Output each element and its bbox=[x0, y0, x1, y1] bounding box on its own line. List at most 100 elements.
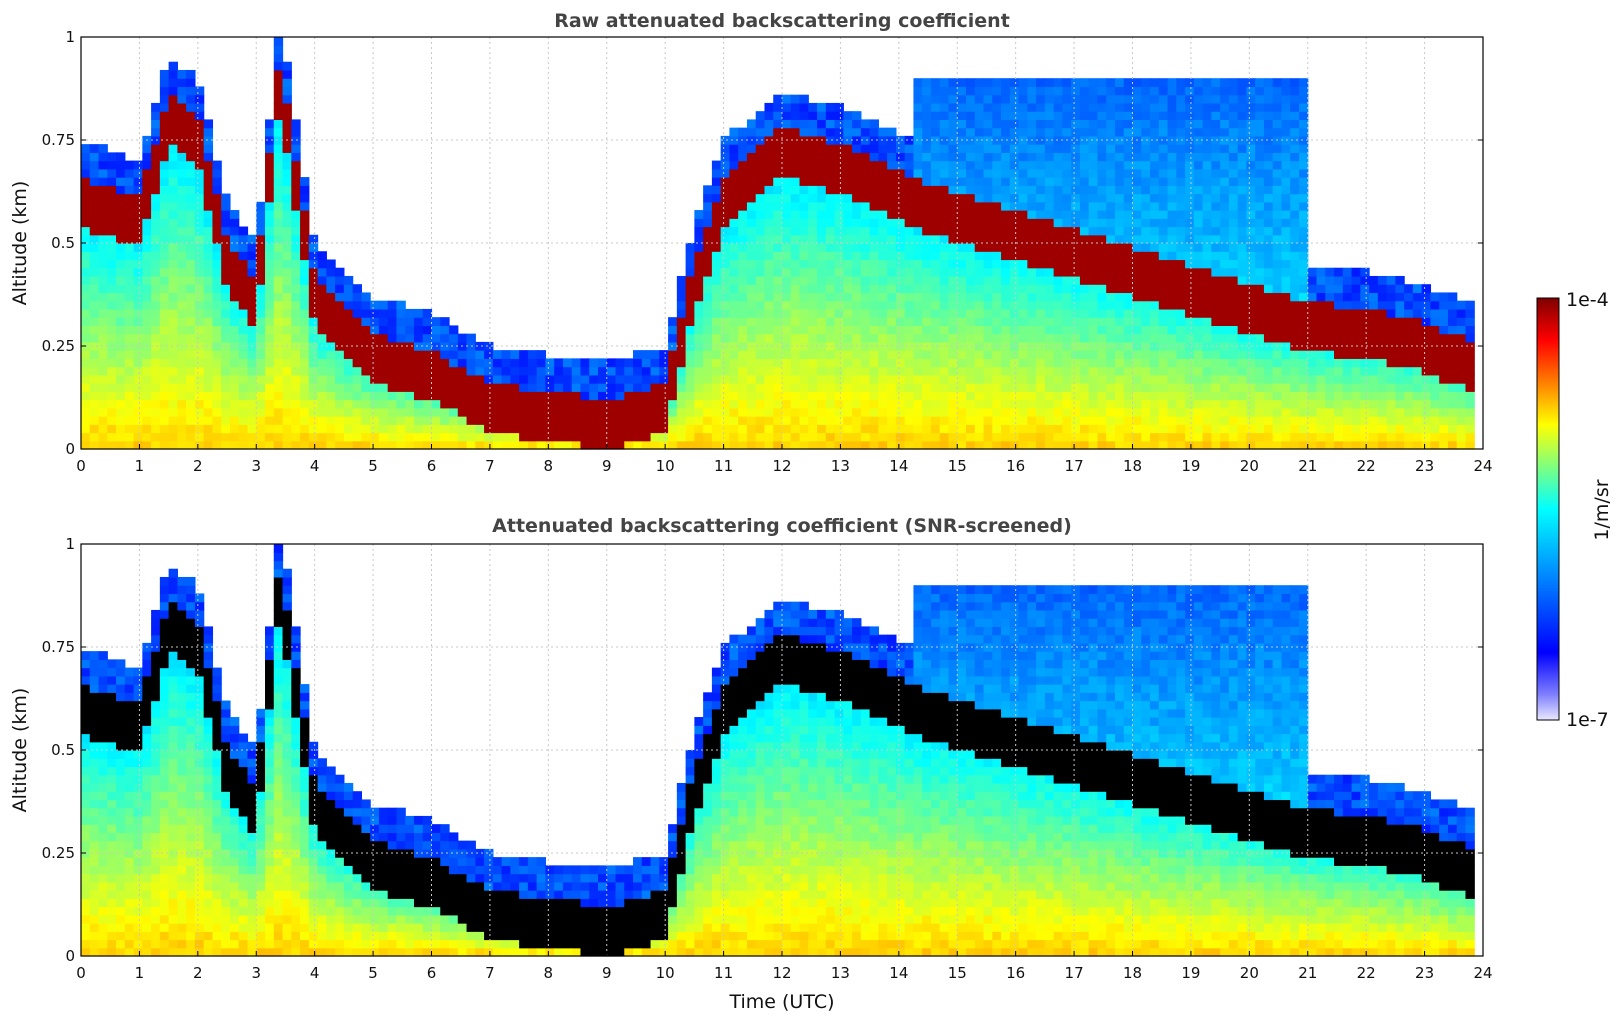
heat-cell bbox=[1316, 366, 1326, 376]
heat-cell bbox=[887, 185, 897, 195]
heat-cell bbox=[142, 275, 152, 285]
heat-cell bbox=[229, 350, 240, 359]
heat-cell bbox=[1290, 275, 1300, 285]
heat-cell bbox=[238, 424, 249, 434]
heat-cell bbox=[738, 267, 748, 277]
heat-cell bbox=[151, 152, 161, 162]
heat-cell bbox=[571, 399, 582, 409]
heat-cell bbox=[212, 374, 222, 384]
heat-cell bbox=[773, 111, 783, 120]
heat-cell bbox=[974, 185, 985, 195]
heat-cell bbox=[904, 218, 915, 228]
heat-cell bbox=[168, 177, 178, 186]
heat-cell bbox=[1141, 341, 1151, 351]
heat-cell bbox=[773, 333, 783, 343]
heat-cell bbox=[1053, 267, 1063, 277]
heat-cell bbox=[939, 416, 950, 425]
heat-cell bbox=[387, 391, 398, 401]
heat-cell bbox=[168, 201, 178, 211]
heat-cell bbox=[773, 168, 783, 178]
heat-cell bbox=[790, 152, 801, 162]
heat-cell bbox=[1150, 160, 1160, 170]
heat-cell bbox=[983, 119, 993, 129]
heat-cell bbox=[738, 193, 748, 203]
heat-cell bbox=[1421, 300, 1432, 310]
heat-cell bbox=[1369, 391, 1379, 401]
heat-cell bbox=[1027, 292, 1037, 302]
heat-cell bbox=[1062, 317, 1072, 326]
heat-cell bbox=[1158, 177, 1169, 186]
heat-cell bbox=[177, 226, 187, 236]
heat-cell bbox=[273, 78, 284, 88]
heat-cell bbox=[738, 152, 748, 162]
heat-cell bbox=[89, 201, 100, 211]
heat-cell bbox=[168, 333, 178, 343]
heat-cell bbox=[107, 267, 117, 277]
heat-cell bbox=[843, 292, 853, 302]
heat-cell bbox=[475, 391, 485, 401]
heat-cell bbox=[904, 160, 915, 170]
heat-cell bbox=[624, 440, 634, 450]
heat-cell bbox=[265, 119, 275, 129]
heat-cell bbox=[1123, 243, 1134, 252]
heat-cell bbox=[1071, 399, 1081, 409]
heat-cell bbox=[817, 111, 827, 120]
heat-cell bbox=[720, 399, 731, 409]
heat-cell bbox=[738, 424, 748, 434]
heat-cell bbox=[168, 185, 178, 195]
heat-cell bbox=[492, 432, 503, 442]
heat-cell bbox=[1211, 193, 1221, 203]
heat-cell bbox=[1307, 333, 1318, 343]
heat-cell bbox=[1036, 432, 1046, 442]
heat-cell bbox=[1307, 358, 1318, 368]
heat-cell bbox=[308, 366, 319, 376]
heat-cell bbox=[992, 234, 1002, 244]
heat-cell bbox=[1027, 275, 1037, 285]
heat-cell bbox=[1202, 144, 1212, 153]
heat-cell bbox=[913, 374, 923, 384]
heat-cell bbox=[1193, 160, 1204, 170]
heat-cell bbox=[799, 374, 809, 384]
heat-cell bbox=[1001, 407, 1011, 417]
heat-cell bbox=[1088, 177, 1099, 186]
heat-cell bbox=[922, 300, 932, 310]
heat-cell bbox=[159, 127, 170, 137]
heat-cell bbox=[1141, 193, 1151, 203]
heat-cell bbox=[860, 127, 871, 137]
heat-cell bbox=[825, 210, 836, 219]
heat-cell bbox=[405, 407, 415, 417]
heat-cell bbox=[413, 325, 424, 335]
heat-cell bbox=[1404, 374, 1414, 384]
heat-cell bbox=[1237, 160, 1248, 170]
heat-cell bbox=[466, 383, 476, 392]
heat-cell bbox=[1123, 218, 1134, 228]
heat-cell bbox=[186, 177, 196, 186]
heat-cell bbox=[1009, 152, 1020, 162]
heat-cell bbox=[1036, 243, 1046, 252]
heat-cell bbox=[1255, 350, 1265, 359]
heat-cell bbox=[580, 432, 590, 442]
heat-cell bbox=[939, 201, 950, 211]
heat-cell bbox=[1369, 424, 1379, 434]
heat-cell bbox=[1202, 440, 1212, 450]
heat-cell bbox=[755, 177, 766, 186]
heat-cell bbox=[633, 399, 643, 409]
heat-cell bbox=[168, 102, 178, 112]
heat-cell bbox=[703, 383, 713, 392]
heat-cell bbox=[974, 102, 985, 112]
heat-cell bbox=[1334, 391, 1344, 401]
heat-cell bbox=[291, 135, 301, 145]
heat-cell bbox=[957, 185, 967, 195]
heat-cell bbox=[308, 416, 319, 425]
heat-cell bbox=[1062, 416, 1072, 425]
heat-cell bbox=[1228, 333, 1239, 343]
heat-cell bbox=[1036, 267, 1046, 277]
heat-cell bbox=[1150, 284, 1160, 294]
heat-cell bbox=[1071, 111, 1081, 120]
heat-cell bbox=[1079, 243, 1090, 252]
heat-cell bbox=[1298, 251, 1309, 261]
heat-cell bbox=[1185, 102, 1195, 112]
heat-cell bbox=[843, 284, 853, 294]
heat-cell bbox=[764, 243, 774, 252]
heat-cell bbox=[159, 144, 170, 153]
